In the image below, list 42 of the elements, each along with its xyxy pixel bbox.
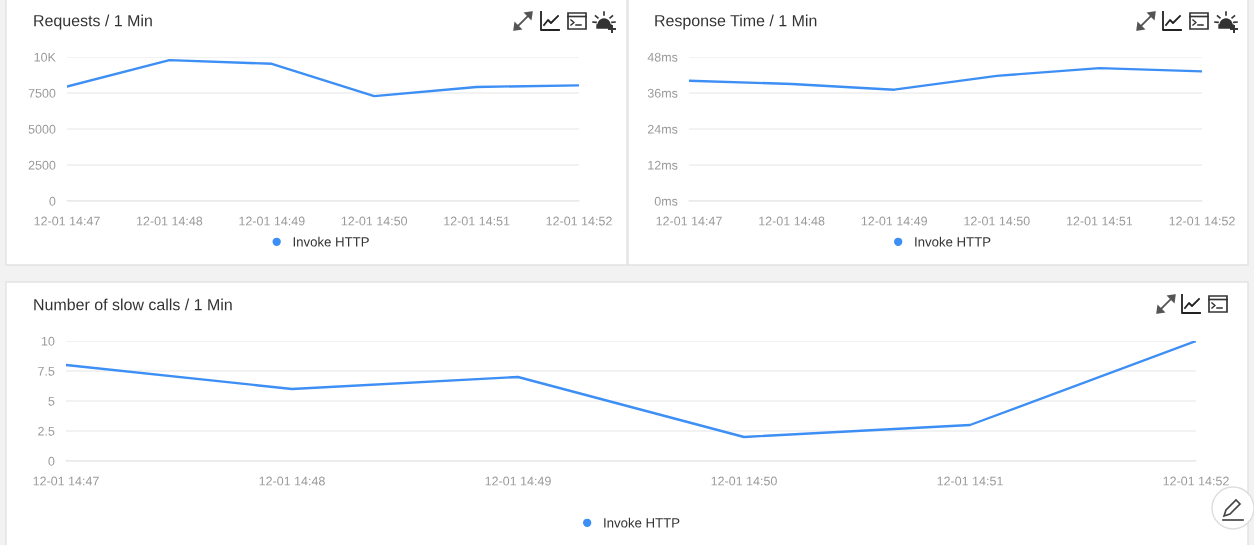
x-tick-label: 12-01 14:49 — [485, 476, 551, 486]
x-tick-label: 12-01 14:47 — [33, 476, 99, 486]
y-tick-label: 7.5 — [38, 366, 55, 376]
line-series — [66, 341, 1196, 439]
x-tick-label: 12-01 14:50 — [711, 476, 777, 486]
y-tick-label: 0 — [48, 456, 55, 466]
y-tick-label: 0 — [49, 196, 56, 206]
x-tick-label: 12-01 14:50 — [341, 216, 408, 226]
y-tick-label: 0ms — [654, 196, 678, 206]
x-tick-label: 12-01 14:48 — [259, 476, 325, 486]
y-tick-label: 5000 — [28, 124, 56, 134]
x-tick-label: 12-01 14:47 — [34, 216, 100, 226]
y-tick-label: 24ms — [647, 124, 678, 134]
x-tick-label: 12-01 14:48 — [759, 216, 825, 226]
y-tick-label: 7500 — [28, 88, 56, 98]
x-tick-label: 12-01 14:49 — [239, 216, 305, 226]
x-tick-label: 12-01 14:52 — [1169, 216, 1235, 226]
legend-label: Invoke HTTP — [293, 236, 369, 247]
x-tick-label: 12-01 14:51 — [444, 216, 510, 226]
line-series — [67, 58, 579, 98]
x-tick-label: 12-01 14:51 — [937, 476, 1003, 486]
y-tick-label: 10K — [34, 52, 56, 62]
x-tick-label: 12-01 14:52 — [1163, 476, 1229, 486]
y-tick-label: 48ms — [647, 52, 678, 62]
x-tick-label: 12-01 14:47 — [656, 216, 722, 226]
x-tick-label: 12-01 14:50 — [964, 216, 1030, 226]
x-tick-label: 12-01 14:48 — [136, 216, 203, 226]
x-tick-label: 12-01 14:49 — [861, 216, 927, 226]
y-tick-label: 5 — [48, 396, 55, 406]
y-tick-label: 2.5 — [38, 426, 55, 436]
y-tick-label: 10 — [41, 336, 55, 346]
x-tick-label: 12-01 14:51 — [1066, 216, 1133, 226]
legend-label: Invoke HTTP — [915, 236, 991, 247]
y-tick-label: 2500 — [28, 160, 56, 170]
chart-title: Response Time / 1 Min — [655, 14, 817, 30]
y-tick-label: 12ms — [648, 160, 678, 170]
x-tick-label: 12-01 14:52 — [546, 216, 612, 226]
chart-title: Number of slow calls / 1 Min — [34, 298, 232, 311]
y-tick-label: 36ms — [647, 88, 678, 98]
line-series — [689, 66, 1202, 91]
legend-label: Invoke HTTP — [604, 517, 680, 528]
chart-title: Requests / 1 Min — [34, 14, 152, 30]
